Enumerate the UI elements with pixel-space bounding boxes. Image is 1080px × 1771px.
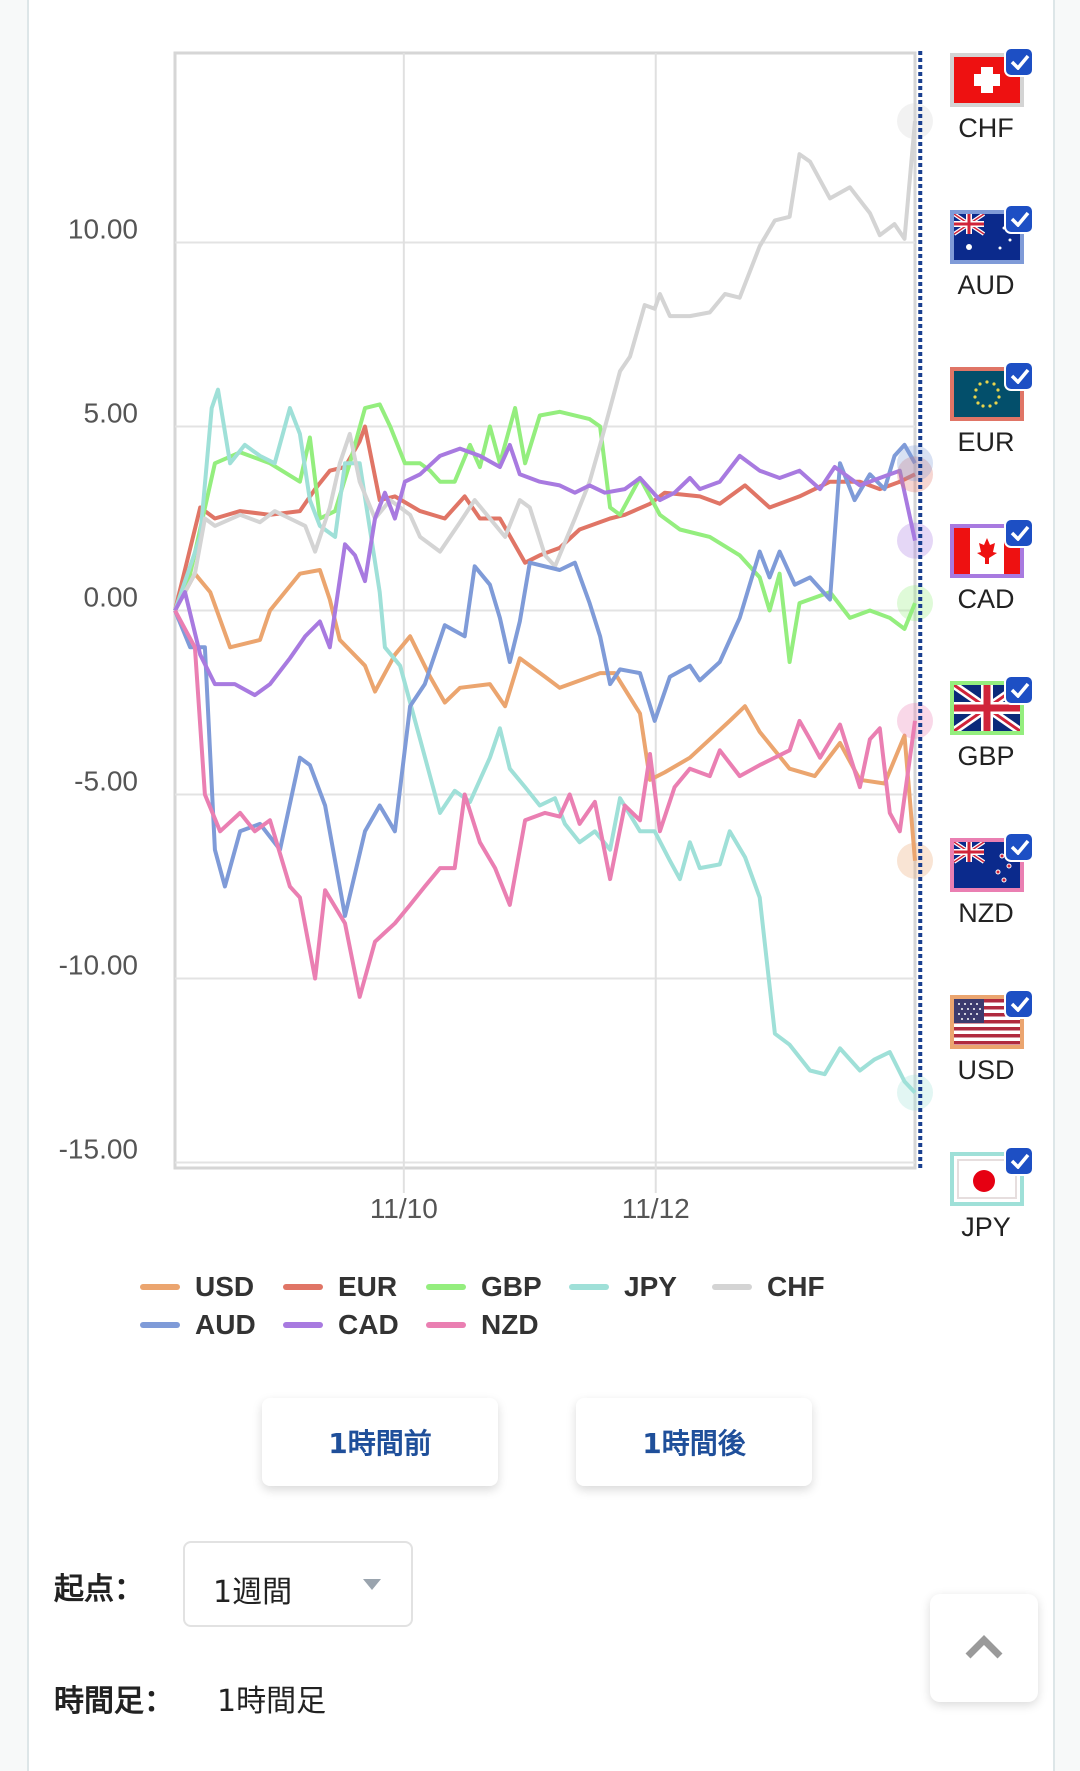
y-axis-ticks: 10.00 5.00 0.00 -5.00 -10.00 -15.00	[59, 214, 138, 1165]
x-tick-label: 11/12	[622, 1193, 690, 1224]
y-tick-label: -5.00	[74, 765, 138, 796]
legend-swatch	[569, 1284, 609, 1290]
new-zealand-flag	[950, 832, 1034, 892]
series-end-marker-eur	[897, 456, 933, 493]
chart-end-markers	[897, 103, 933, 1111]
currency-code-label: AUD	[957, 270, 1015, 300]
y-tick-label: -15.00	[59, 1133, 138, 1164]
x-tick-label: 11/10	[370, 1193, 438, 1224]
chart-series-lines	[173, 120, 917, 1094]
series-line-chf	[173, 120, 917, 612]
currency-code-label: GBP	[957, 741, 1015, 771]
series-end-marker-aud	[897, 445, 933, 482]
usa-flag	[950, 989, 1034, 1049]
currency-code-label: NZD	[958, 898, 1014, 928]
australia-flag	[950, 204, 1034, 264]
legend-label: JPY	[624, 1271, 677, 1302]
legend-swatch	[283, 1322, 323, 1328]
prev-hour-button[interactable]: 1時間前	[262, 1398, 498, 1486]
legend-item-cad[interactable]: CAD	[283, 1309, 426, 1341]
currency-toggle-chf[interactable]: CHF	[946, 47, 1034, 144]
legend-swatch	[283, 1284, 323, 1290]
checkbox-checked-icon[interactable]	[1004, 989, 1034, 1019]
page-gutter-left	[0, 0, 29, 1771]
chart-grid	[173, 51, 917, 1193]
y-tick-label: 0.00	[84, 582, 139, 613]
timeframe-label: 時間足：	[54, 1684, 174, 1719]
legend-label: GBP	[481, 1271, 542, 1302]
legend-swatch	[140, 1284, 180, 1290]
series-end-marker-chf	[897, 103, 933, 140]
currency-code-label: CAD	[957, 584, 1015, 614]
checkbox-checked-icon[interactable]	[1004, 518, 1034, 548]
currency-code-label: USD	[957, 1055, 1015, 1085]
currency-toggle-usd[interactable]: USD	[946, 989, 1034, 1086]
scroll-to-top-button[interactable]	[930, 1594, 1038, 1702]
checkbox-checked-icon[interactable]	[1004, 1146, 1034, 1176]
currency-code-label: JPY	[961, 1212, 1011, 1242]
uk-flag	[950, 675, 1034, 735]
y-tick-label: 10.00	[68, 214, 138, 245]
legend-item-nzd[interactable]: NZD	[426, 1309, 569, 1341]
series-line-aud	[173, 442, 917, 918]
canada-flag	[950, 518, 1034, 578]
checkbox-checked-icon[interactable]	[1004, 204, 1034, 234]
legend-label: CAD	[338, 1309, 399, 1340]
japan-flag	[950, 1146, 1034, 1206]
legend-label: CHF	[767, 1271, 825, 1302]
legend-swatch	[140, 1322, 180, 1328]
checkbox-checked-icon[interactable]	[1004, 47, 1034, 77]
legend-row: USD EUR GBP JPY CHF	[140, 1268, 860, 1306]
origin-select[interactable]: 1週間	[183, 1541, 413, 1627]
series-end-marker-jpy	[897, 1074, 933, 1111]
currency-toggle-gbp[interactable]: GBP	[946, 675, 1034, 772]
series-line-nzd	[173, 609, 917, 999]
currency-code-label: CHF	[958, 113, 1014, 143]
legend-item-usd[interactable]: USD	[140, 1271, 283, 1303]
legend-item-jpy[interactable]: JPY	[569, 1271, 712, 1303]
legend-label: NZD	[481, 1309, 539, 1340]
origin-select-value: 1週間	[213, 1575, 293, 1610]
currency-toggle-nzd[interactable]: NZD	[946, 832, 1034, 929]
checkbox-checked-icon[interactable]	[1004, 832, 1034, 862]
series-line-cad	[173, 442, 917, 698]
legend-label: USD	[195, 1271, 255, 1302]
timeframe-value: 1時間足	[217, 1684, 327, 1719]
legend-row: AUD CAD NZD	[140, 1306, 860, 1344]
series-end-marker-nzd	[897, 702, 933, 739]
legend-label: EUR	[338, 1271, 398, 1302]
series-end-marker-gbp	[897, 585, 933, 622]
series-end-marker-usd	[897, 842, 933, 879]
eu-flag	[950, 361, 1034, 421]
legend-swatch	[712, 1284, 752, 1290]
origin-label: 起点：	[54, 1572, 144, 1607]
legend-swatch	[426, 1322, 466, 1328]
legend-item-aud[interactable]: AUD	[140, 1309, 283, 1341]
caret-down-icon	[363, 1579, 381, 1590]
y-tick-label: 5.00	[84, 398, 139, 429]
currency-toggle-eur[interactable]: EUR	[946, 361, 1034, 458]
chart-legend: USD EUR GBP JPY CHF AUD CAD NZD	[140, 1268, 860, 1344]
checkbox-checked-icon[interactable]	[1004, 675, 1034, 705]
y-tick-label: -10.00	[59, 949, 138, 980]
page-gutter-right	[1053, 0, 1080, 1771]
legend-item-chf[interactable]: CHF	[712, 1271, 855, 1303]
legend-swatch	[426, 1284, 466, 1290]
currency-toggle-aud[interactable]: AUD	[946, 204, 1034, 301]
legend-item-eur[interactable]: EUR	[283, 1271, 426, 1303]
currency-strength-chart: 10.005.000.00-5.00-10.00-15.00 11/10 11/1…	[59, 51, 933, 1224]
currency-toggle-cad[interactable]: CAD	[946, 518, 1034, 615]
series-line-jpy	[173, 387, 917, 1094]
legend-item-gbp[interactable]: GBP	[426, 1271, 569, 1303]
legend-label: AUD	[195, 1309, 256, 1340]
currency-toggle-jpy[interactable]: JPY	[946, 1146, 1034, 1243]
currency-code-label: EUR	[957, 427, 1015, 457]
series-end-marker-cad	[897, 522, 933, 559]
series-line-eur	[173, 424, 916, 611]
chevron-up-icon	[965, 1635, 1003, 1659]
checkbox-checked-icon[interactable]	[1004, 361, 1034, 391]
switzerland-flag	[950, 47, 1034, 107]
x-axis-ticks: 11/10 11/12	[370, 1193, 690, 1224]
next-hour-button[interactable]: 1時間後	[576, 1398, 812, 1486]
